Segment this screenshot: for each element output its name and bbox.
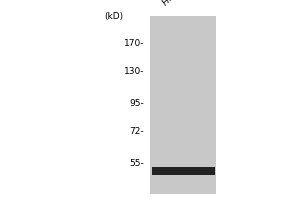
- Bar: [150, 16, 216, 194]
- Text: (kD): (kD): [104, 12, 123, 21]
- Bar: [152, 167, 214, 175]
- Text: 130-: 130-: [124, 68, 144, 76]
- Text: 72-: 72-: [129, 128, 144, 136]
- Text: 55-: 55-: [129, 160, 144, 168]
- Text: 170-: 170-: [124, 40, 144, 48]
- Text: HT-29: HT-29: [160, 0, 185, 7]
- Text: 95-: 95-: [129, 99, 144, 108]
